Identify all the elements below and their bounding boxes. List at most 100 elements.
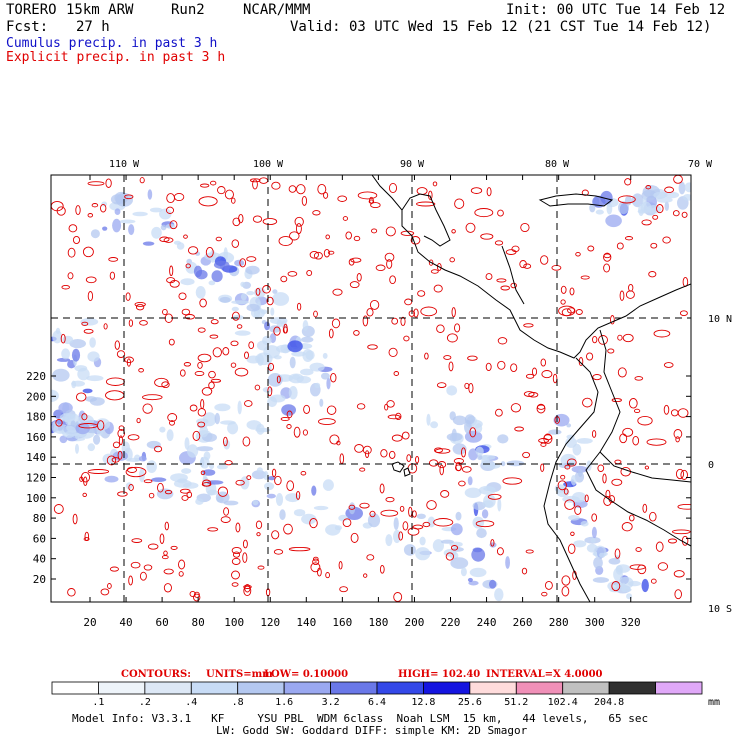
explicit-precip-contour xyxy=(68,224,78,233)
cumulus-precip-cell xyxy=(187,444,199,458)
cumulus-precip-cell xyxy=(70,420,76,427)
cumulus-precip-cell xyxy=(61,425,77,438)
cumulus-precip-cell xyxy=(203,451,211,461)
explicit-precip-contour xyxy=(354,444,364,453)
cumulus-precip-cell xyxy=(678,181,686,195)
explicit-precip-contour xyxy=(634,376,644,381)
explicit-precip-contour xyxy=(128,484,134,491)
cumulus-precip-cell xyxy=(572,492,587,503)
explicit-precip-contour xyxy=(200,399,205,410)
cumulus-precip-cell xyxy=(220,420,236,425)
explicit-precip-contour xyxy=(434,447,443,453)
cumulus-precip-cell xyxy=(89,397,105,406)
explicit-precip-contour xyxy=(388,347,398,358)
cumulus-precip-cell xyxy=(319,398,324,407)
cumulus-precip-cell xyxy=(293,509,306,517)
cumulus-precip-cell xyxy=(478,454,496,461)
explicit-precip-contour xyxy=(587,245,595,252)
cumulus-precip-cell xyxy=(273,355,282,360)
explicit-precip-contour xyxy=(197,353,212,363)
explicit-precip-contour xyxy=(249,178,261,183)
explicit-precip-contour xyxy=(369,510,376,518)
explicit-precip-contour xyxy=(207,527,219,532)
explicit-precip-contour xyxy=(567,543,576,554)
explicit-precip-contour xyxy=(148,492,155,499)
cumulus-precip-cell xyxy=(101,201,108,207)
explicit-precip-contour xyxy=(540,358,547,367)
explicit-precip-contour xyxy=(470,187,483,194)
explicit-precip-contour xyxy=(560,285,567,294)
explicit-precip-contour xyxy=(505,249,517,255)
explicit-precip-contour xyxy=(317,567,322,577)
explicit-precip-contour xyxy=(673,570,685,578)
cumulus-precip-cell xyxy=(159,426,166,433)
cumulus-precip-cell xyxy=(223,500,239,506)
explicit-precip-contour xyxy=(294,216,304,227)
explicit-precip-contour xyxy=(75,392,87,402)
x-tick-label: 220 xyxy=(441,616,461,629)
cumulus-precip-cell xyxy=(393,517,399,530)
explicit-precip-contour xyxy=(388,450,396,459)
explicit-precip-contour xyxy=(386,400,395,408)
cumulus-precip-cell xyxy=(51,421,59,433)
explicit-precip-contour xyxy=(560,299,566,305)
colorbar-label: .4 xyxy=(185,697,198,708)
cumulus-precip-cell xyxy=(325,524,341,536)
explicit-precip-contour xyxy=(286,410,293,419)
cumulus-precip-cell xyxy=(272,289,278,294)
explicit-precip-contour xyxy=(75,205,81,216)
explicit-precip-contour xyxy=(317,183,327,195)
explicit-precip-contour xyxy=(602,473,607,484)
contours-interval: INTERVAL=X 4.0000 xyxy=(486,669,603,680)
explicit-precip-contour xyxy=(564,464,571,470)
explicit-precip-contour xyxy=(366,308,374,317)
cumulus-precip-cell xyxy=(287,340,303,353)
explicit-precip-contour xyxy=(286,424,292,429)
explicit-precip-contour xyxy=(617,334,623,341)
cumulus-precip-cell xyxy=(432,539,444,553)
contours-high: HIGH= 102.40 xyxy=(398,669,481,680)
explicit-precip-contour xyxy=(437,461,447,469)
cumulus-precip-cell xyxy=(159,208,172,220)
cumulus-precip-cell xyxy=(196,446,214,452)
explicit-precip-contour xyxy=(342,518,352,528)
explicit-precip-contour xyxy=(223,436,228,447)
explicit-precip-contour xyxy=(386,259,393,269)
explicit-precip-contour xyxy=(252,215,263,223)
cumulus-precip-cell xyxy=(59,435,68,444)
explicit-precip-contour xyxy=(552,373,558,384)
explicit-precip-contour xyxy=(329,434,340,445)
explicit-precip-contour xyxy=(254,384,261,391)
explicit-precip-contour xyxy=(166,277,176,284)
cumulus-precip-cell xyxy=(289,356,296,369)
explicit-precip-contour xyxy=(536,403,546,414)
explicit-precip-contour xyxy=(312,558,320,566)
explicit-precip-contour xyxy=(362,445,372,455)
explicit-precip-contour xyxy=(675,468,685,480)
explicit-precip-contour xyxy=(380,449,388,458)
explicit-precip-contour xyxy=(401,431,410,440)
explicit-precip-contour xyxy=(332,288,343,296)
cumulus-precip-cell xyxy=(313,505,329,511)
cumulus-precip-cell xyxy=(142,241,155,246)
explicit-precip-contour xyxy=(234,367,249,377)
explicit-precip-contour xyxy=(231,311,240,321)
explicit-precip-contour xyxy=(209,334,219,339)
explicit-precip-contour xyxy=(114,340,120,350)
explicit-precip-contour xyxy=(235,479,245,486)
explicit-precip-contour xyxy=(413,308,419,318)
explicit-precip-contour xyxy=(412,510,417,518)
cumulus-precip-cell xyxy=(430,421,439,429)
x-tick-label: 80 xyxy=(192,616,205,629)
cumulus-precip-cell xyxy=(460,567,467,577)
explicit-precip-contour xyxy=(628,398,638,409)
explicit-precip-contour xyxy=(511,245,520,253)
explicit-precip-contour xyxy=(288,185,297,193)
explicit-precip-contour xyxy=(105,178,112,188)
explicit-precip-contour xyxy=(163,550,168,556)
explicit-precip-contour xyxy=(61,284,70,290)
cumulus-precip-cell xyxy=(302,320,309,331)
explicit-precip-contour xyxy=(262,285,271,294)
cumulus-precip-cell xyxy=(682,194,691,201)
cumulus-precip-cell xyxy=(246,291,255,296)
